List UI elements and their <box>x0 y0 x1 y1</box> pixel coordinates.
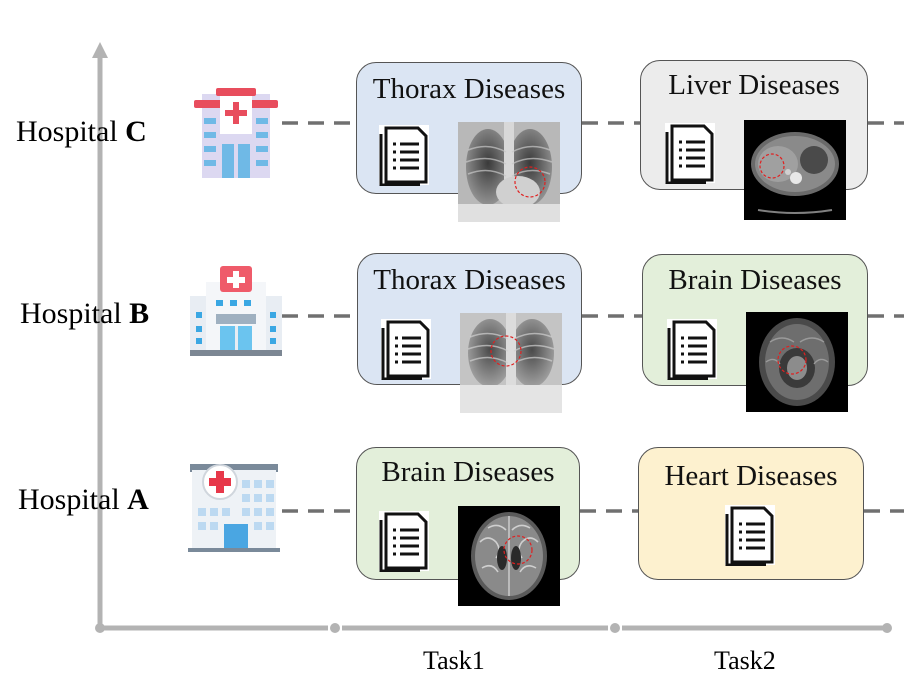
document-icon <box>665 123 715 184</box>
hospital-building-icon <box>194 88 278 178</box>
y-axis-arrowhead <box>92 42 108 58</box>
brain-mri-image <box>746 312 848 412</box>
axis-dot <box>882 623 892 633</box>
liver-ct-image <box>744 120 846 220</box>
card-title: Heart Diseases <box>664 460 838 492</box>
hospital-a-label: Hospital A <box>18 483 149 516</box>
hospital-building-icon <box>190 266 282 356</box>
card-title: Liver Diseases <box>668 69 840 101</box>
document-icon <box>725 505 775 566</box>
card-title: Thorax Diseases <box>372 73 566 105</box>
hospital-building-icon <box>188 464 280 552</box>
chest-xray-image <box>458 122 560 222</box>
hospital-b-label: Hospital B <box>20 297 150 330</box>
document-icon <box>379 511 429 572</box>
chest-xray-image <box>460 313 562 413</box>
brain-mri-image <box>458 506 560 606</box>
task2-label: Task2 <box>714 646 776 675</box>
card-title: Brain Diseases <box>381 456 555 488</box>
task1-label: Task1 <box>423 646 485 675</box>
card-title: Thorax Diseases <box>373 264 566 296</box>
hospital-c-label: Hospital C <box>16 115 147 148</box>
card-title: Brain Diseases <box>668 264 842 296</box>
axis-dot <box>330 623 340 633</box>
document-icon <box>667 319 717 380</box>
axis-dot <box>95 623 105 633</box>
document-icon <box>381 319 431 380</box>
axis-dot <box>610 623 620 633</box>
document-icon <box>379 125 429 186</box>
